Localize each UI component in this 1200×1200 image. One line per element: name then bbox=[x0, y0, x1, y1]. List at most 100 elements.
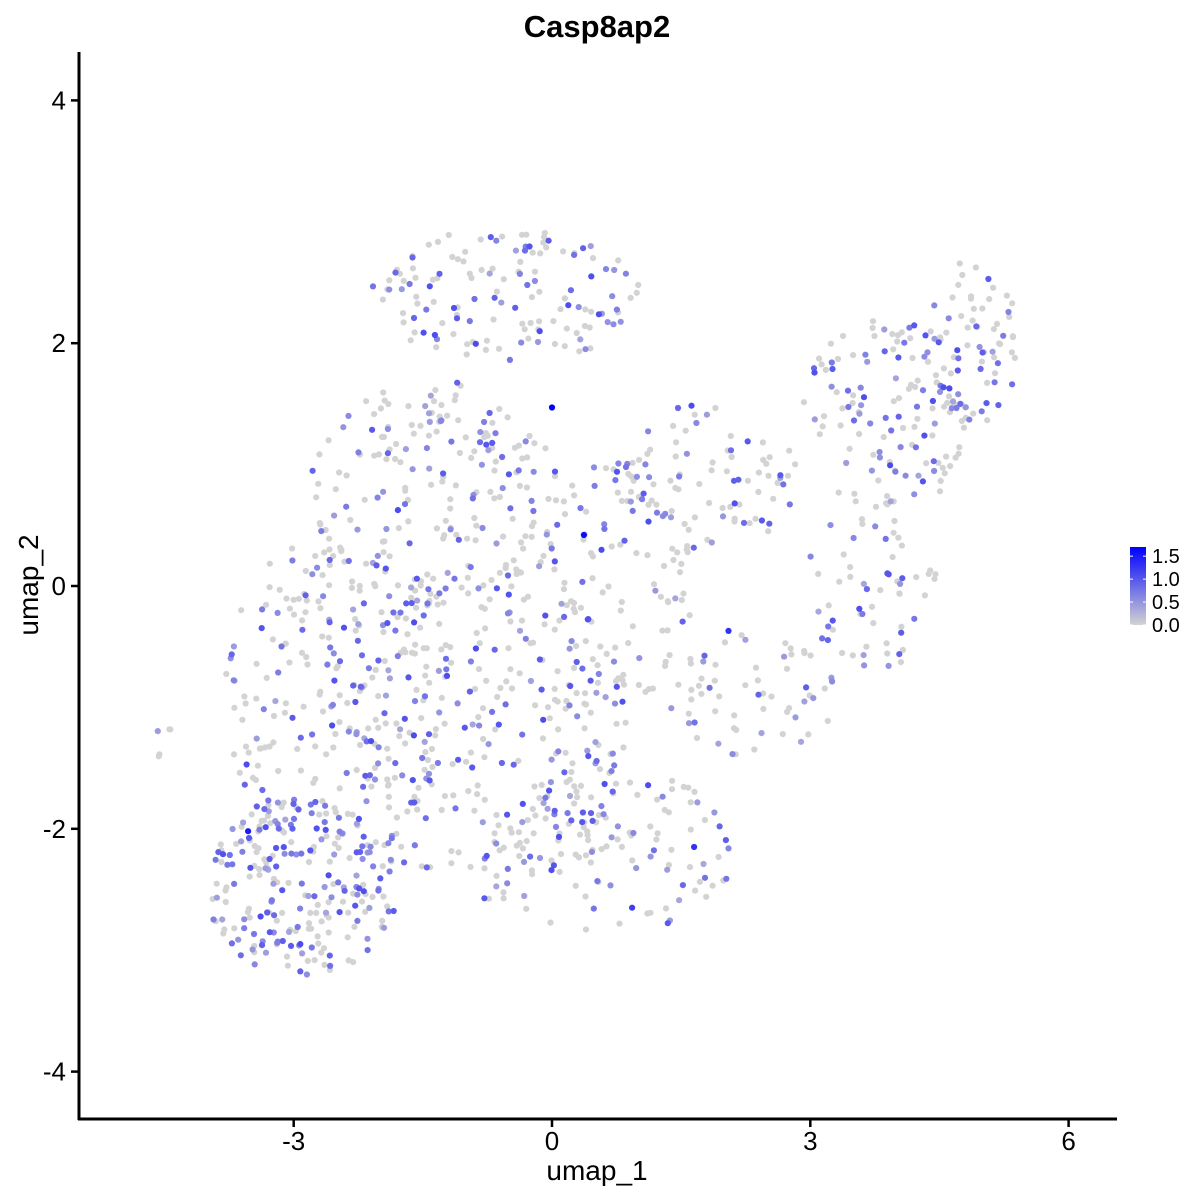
cell-point bbox=[664, 627, 671, 634]
cell-point bbox=[715, 740, 722, 747]
cell-point bbox=[319, 572, 326, 579]
cell-point bbox=[698, 690, 705, 698]
cell-point bbox=[770, 495, 777, 502]
colorbar-tick-label: 0.0 bbox=[1152, 615, 1180, 637]
cell-point bbox=[701, 816, 709, 824]
cell-point bbox=[236, 769, 243, 776]
cell-point bbox=[554, 698, 561, 705]
cell-point bbox=[504, 610, 512, 617]
cell-point bbox=[486, 270, 493, 277]
cell-point bbox=[323, 810, 330, 817]
cell-point bbox=[589, 575, 596, 582]
cell-point bbox=[560, 498, 568, 505]
cell-point bbox=[664, 920, 671, 927]
cell-point bbox=[343, 769, 350, 777]
cell-point bbox=[371, 452, 378, 459]
cell-point bbox=[932, 372, 940, 379]
cell-point bbox=[507, 666, 514, 673]
cell-point bbox=[716, 693, 723, 700]
cell-point bbox=[692, 887, 699, 894]
cell-point bbox=[410, 732, 417, 739]
cell-point bbox=[229, 861, 236, 868]
cell-point bbox=[399, 772, 406, 779]
cell-point bbox=[894, 338, 901, 345]
cell-point bbox=[437, 417, 444, 425]
x-tick-label: -3 bbox=[282, 1126, 305, 1156]
cell-point bbox=[568, 817, 575, 824]
cell-point bbox=[566, 645, 573, 652]
cell-point bbox=[312, 552, 319, 560]
cell-point bbox=[402, 446, 409, 453]
cell-point bbox=[224, 861, 231, 868]
cell-point bbox=[330, 744, 337, 751]
cell-point bbox=[839, 405, 846, 412]
cell-point bbox=[522, 635, 529, 642]
cell-point bbox=[485, 741, 492, 748]
cell-point bbox=[372, 716, 379, 723]
cell-point bbox=[481, 418, 488, 426]
cell-point bbox=[599, 589, 606, 596]
cell-point bbox=[222, 887, 229, 894]
cell-point bbox=[561, 295, 569, 302]
cell-point bbox=[219, 851, 227, 858]
cell-point bbox=[322, 826, 329, 834]
cell-point bbox=[320, 945, 328, 952]
cell-point bbox=[383, 525, 390, 533]
cell-point bbox=[325, 437, 332, 444]
colorbar-tick-label: 1.5 bbox=[1152, 546, 1180, 568]
cell-point bbox=[650, 481, 657, 488]
cell-point bbox=[309, 571, 316, 578]
cell-point bbox=[543, 531, 550, 538]
cell-point bbox=[355, 815, 362, 823]
cell-point bbox=[475, 666, 483, 673]
cell-point bbox=[303, 971, 310, 978]
cell-point bbox=[550, 862, 558, 869]
cell-point bbox=[519, 800, 526, 808]
cell-point bbox=[237, 952, 244, 959]
cell-point bbox=[712, 404, 719, 412]
cell-point bbox=[417, 422, 424, 429]
cell-point bbox=[577, 336, 584, 343]
cell-point bbox=[584, 616, 591, 623]
cell-point bbox=[379, 917, 386, 925]
cell-point bbox=[524, 817, 531, 824]
cell-point bbox=[816, 431, 823, 438]
cell-point bbox=[846, 445, 853, 452]
cell-point bbox=[887, 462, 894, 469]
cell-point bbox=[613, 306, 621, 313]
cell-point bbox=[440, 599, 447, 606]
cell-point bbox=[426, 679, 433, 686]
cell-point bbox=[752, 515, 759, 522]
cell-point bbox=[493, 840, 500, 847]
cell-point bbox=[361, 496, 368, 503]
cell-point bbox=[412, 274, 419, 281]
cell-point bbox=[629, 459, 636, 466]
cell-point bbox=[695, 682, 703, 689]
cell-point bbox=[703, 411, 711, 418]
cell-point bbox=[635, 281, 642, 289]
cell-point bbox=[253, 660, 260, 667]
cell-point bbox=[330, 650, 337, 657]
cell-point bbox=[378, 433, 386, 440]
cell-point bbox=[409, 254, 416, 261]
cell-point bbox=[310, 779, 317, 787]
cell-point bbox=[552, 823, 560, 831]
cell-point bbox=[591, 482, 598, 489]
cell-point bbox=[573, 329, 580, 337]
cell-point bbox=[523, 231, 530, 238]
cell-point bbox=[536, 318, 543, 325]
cell-point bbox=[562, 749, 569, 756]
cell-point bbox=[326, 546, 333, 553]
cell-point bbox=[411, 799, 418, 806]
cell-point bbox=[991, 379, 998, 386]
cell-point bbox=[669, 777, 676, 784]
cell-point bbox=[860, 394, 868, 401]
cell-point bbox=[462, 434, 469, 441]
cell-point bbox=[612, 780, 620, 787]
cell-point bbox=[911, 491, 918, 498]
cell-point bbox=[952, 454, 959, 461]
cell-point bbox=[493, 585, 500, 592]
cell-point bbox=[640, 490, 647, 497]
cell-point bbox=[685, 710, 692, 717]
cell-point bbox=[392, 269, 399, 276]
